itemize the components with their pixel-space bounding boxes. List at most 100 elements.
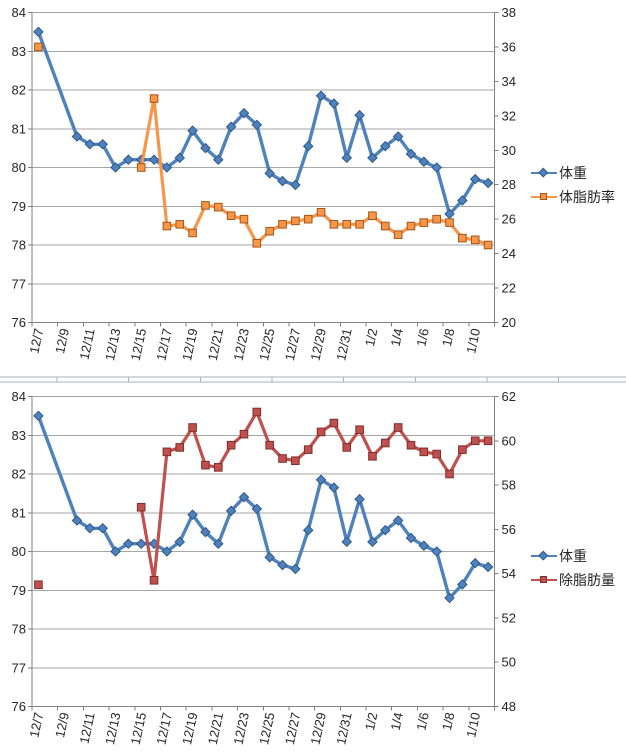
x-axis-tick-label: 12/17 xyxy=(153,711,174,746)
diamond-marker xyxy=(187,509,198,520)
square-marker xyxy=(201,201,210,210)
square-marker xyxy=(188,423,197,432)
x-axis-tick-label: 12/19 xyxy=(179,711,200,746)
x-axis-tick-label: 1/4 xyxy=(388,711,406,732)
square-marker xyxy=(201,460,210,470)
diamond-marker xyxy=(482,561,494,573)
square-marker xyxy=(226,211,236,221)
square-marker xyxy=(316,427,326,437)
x-axis-tick-label: 1/4 xyxy=(388,327,406,348)
series-line xyxy=(36,414,490,600)
diamond-marker xyxy=(405,148,417,160)
square-marker xyxy=(252,407,262,417)
diamond-marker xyxy=(405,532,417,544)
diamond-marker-icon xyxy=(538,167,548,177)
square-marker xyxy=(265,226,274,236)
left-axis-tick-label: 79 xyxy=(12,583,26,598)
legend-item-leanmass: 除脂肪量 xyxy=(531,570,615,589)
diamond-marker xyxy=(225,505,237,517)
square-marker xyxy=(355,220,364,229)
diamond-marker xyxy=(341,536,353,548)
diamond-marker xyxy=(315,90,327,102)
diamond-marker xyxy=(302,524,314,536)
x-axis-tick-label: 12/15 xyxy=(128,711,149,746)
square-marker xyxy=(291,456,300,466)
square-marker xyxy=(213,202,223,212)
worksheet-row-divider xyxy=(0,376,626,383)
x-axis-tick-label: 12/25 xyxy=(256,711,277,746)
square-marker-icon xyxy=(540,192,547,200)
x-axis-tick-label: 12/11 xyxy=(77,327,98,361)
series-line xyxy=(36,30,490,216)
x-axis-tick-label: 12/21 xyxy=(205,327,226,362)
x-axis-tick-label: 1/2 xyxy=(362,711,380,732)
right-axis-tick-label: 60 xyxy=(502,433,516,448)
square-marker xyxy=(342,443,352,452)
chart2-legend: 体重 除脂肪量 xyxy=(531,546,615,594)
diamond-marker xyxy=(379,524,391,536)
square-marker xyxy=(329,418,339,428)
right-axis-tick-label: 38 xyxy=(502,5,516,20)
square-marker xyxy=(432,214,441,224)
left-axis-tick-label: 83 xyxy=(12,428,26,443)
bodyfat-series-swatch xyxy=(531,192,557,202)
left-axis-tick-label: 78 xyxy=(12,238,26,253)
x-axis-tick-label: 1/2 xyxy=(362,327,380,348)
square-marker xyxy=(380,438,390,448)
x-axis-tick-label: 12/17 xyxy=(153,327,174,362)
diamond-marker xyxy=(174,152,186,164)
left-axis-tick-label: 84 xyxy=(12,389,26,404)
diamond-marker xyxy=(174,536,186,548)
diamond-marker xyxy=(71,131,83,142)
chart2-axes xyxy=(28,396,499,711)
square-marker xyxy=(303,445,313,454)
left-axis-tick-label: 76 xyxy=(12,315,26,330)
legend-item-weight-2: 体重 xyxy=(531,546,615,565)
diamond-marker xyxy=(238,107,250,119)
square-marker xyxy=(136,163,146,172)
square-marker xyxy=(239,214,249,224)
diamond-marker xyxy=(290,563,301,575)
square-marker xyxy=(162,221,172,231)
square-marker xyxy=(34,580,43,590)
left-axis-tick-label: 81 xyxy=(12,505,26,520)
diamond-marker xyxy=(110,162,121,173)
square-marker xyxy=(458,445,467,454)
right-axis-tick-label: 24 xyxy=(502,246,516,261)
left-axis-tick-label: 84 xyxy=(12,5,26,20)
right-axis-tick-label: 54 xyxy=(502,566,516,581)
chart2-series-weight xyxy=(33,410,494,604)
x-axis-tick-label: 12/23 xyxy=(230,327,251,362)
square-marker xyxy=(239,429,249,439)
left-axis-tick-label: 83 xyxy=(12,44,26,59)
diamond-marker xyxy=(354,109,365,121)
right-axis-tick-label: 22 xyxy=(502,281,516,296)
diamond-marker xyxy=(200,142,211,154)
diamond-marker xyxy=(97,522,108,534)
left-axis-tick-label: 77 xyxy=(12,276,26,291)
diamond-marker xyxy=(84,522,96,534)
right-axis-tick-label: 48 xyxy=(502,699,516,714)
diamond-marker xyxy=(33,26,44,38)
diamond-marker xyxy=(277,175,288,187)
diamond-marker xyxy=(379,140,391,152)
x-axis-tick-label: 12/11 xyxy=(77,711,98,745)
diamond-marker xyxy=(392,515,404,526)
diamond-marker xyxy=(431,546,442,557)
legend-label-leanmass: 除脂肪量 xyxy=(559,571,615,588)
x-axis-tick-label: 12/25 xyxy=(256,327,277,362)
left-axis-tick-label: 77 xyxy=(12,660,26,675)
weight-series-swatch-2 xyxy=(531,550,557,561)
right-axis-tick-label: 20 xyxy=(502,315,516,330)
weight-series-swatch xyxy=(531,167,557,178)
chart1-gridlines xyxy=(32,12,495,323)
square-marker xyxy=(419,447,429,457)
left-axis-tick-label: 80 xyxy=(12,160,26,175)
right-axis-tick-label: 58 xyxy=(502,478,516,493)
x-axis-tick-label: 12/15 xyxy=(128,327,149,362)
square-marker xyxy=(445,469,454,479)
square-marker xyxy=(393,423,403,432)
diamond-marker xyxy=(328,98,340,109)
